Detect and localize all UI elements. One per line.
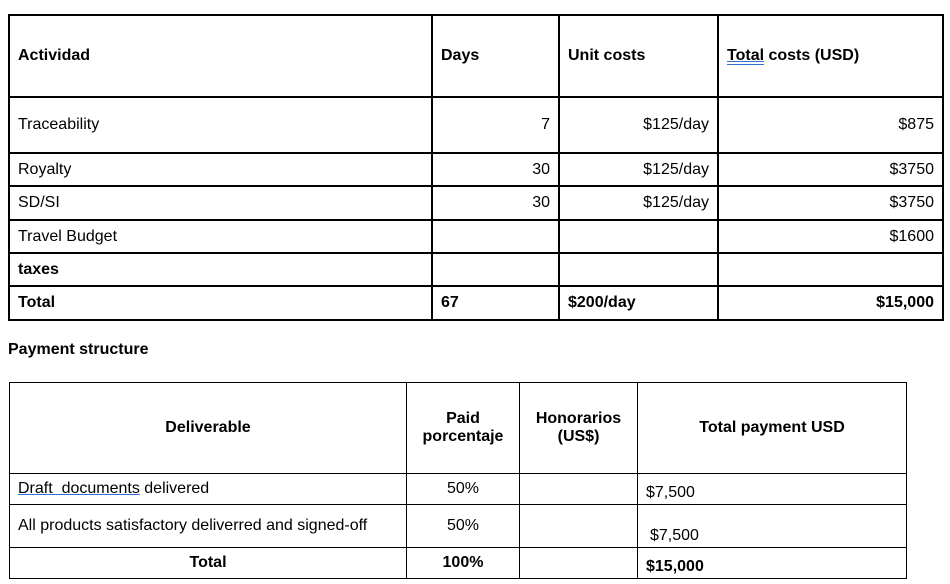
table-row: taxes: [8, 252, 944, 287]
header-unit-costs: Unit costs: [558, 14, 719, 98]
header-actividad: Actividad: [8, 14, 433, 98]
activity-cell: Royalty: [8, 152, 433, 187]
total-cost: $15,000: [717, 285, 944, 321]
activity-cell: Traceability: [8, 96, 433, 154]
total-fees: [519, 547, 638, 579]
paid-cell: 50%: [406, 504, 520, 548]
total-cell: $3750: [717, 152, 944, 187]
deliverable-cell: Draft documents delivered: [9, 473, 407, 505]
total-cell: $875: [717, 96, 944, 154]
days-cell: 30: [431, 152, 560, 187]
table-header-row: Actividad Days Unit costs Total costs (U…: [8, 14, 944, 98]
days-cell: [431, 252, 560, 287]
spellcheck-word[interactable]: Total: [727, 47, 765, 64]
payment-structure-heading: Payment structure: [8, 341, 149, 358]
total-label: Total: [9, 547, 407, 579]
total-payment-cell: $7,500: [637, 504, 907, 548]
total-days: 67: [431, 285, 560, 321]
spellcheck-word[interactable]: Draft documents: [18, 480, 140, 497]
table-row: All products satisfactory deliverred and…: [9, 504, 907, 548]
activity-cell: taxes: [8, 252, 433, 287]
unit-cost-cell: $125/day: [558, 185, 719, 221]
days-cell: 30: [431, 185, 560, 221]
table-header-row: Deliverable Paid porcentaje Honorarios (…: [9, 382, 907, 474]
header-total-costs: Total costs (USD): [717, 14, 944, 98]
total-cell: $3750: [717, 185, 944, 221]
deliverable-cell: All products satisfactory deliverred and…: [9, 504, 407, 548]
activity-cell: SD/SI: [8, 185, 433, 221]
total-row: Total 67 $200/day $15,000: [8, 285, 944, 321]
table-row: Draft documents delivered 50% $7,500: [9, 473, 907, 505]
header-deliverable: Deliverable: [9, 382, 407, 474]
header-days: Days: [431, 14, 560, 98]
fees-cell: [519, 504, 638, 548]
total-row: Total 100% $15,000: [9, 547, 907, 579]
total-unit-cost: $200/day: [558, 285, 719, 321]
header-total-payment: Total payment USD: [637, 382, 907, 474]
total-label: Total: [8, 285, 433, 321]
table-row: Royalty 30 $125/day $3750: [8, 152, 944, 187]
unit-cost-cell: $125/day: [558, 96, 719, 154]
cost-table: Actividad Days Unit costs Total costs (U…: [8, 14, 944, 321]
unit-cost-cell: [558, 252, 719, 287]
payment-table: Deliverable Paid porcentaje Honorarios (…: [9, 382, 907, 579]
table-row: Traceability 7 $125/day $875: [8, 96, 944, 154]
total-paid: 100%: [406, 547, 520, 579]
unit-cost-cell: $125/day: [558, 152, 719, 187]
days-cell: 7: [431, 96, 560, 154]
table-row: SD/SI 30 $125/day $3750: [8, 185, 944, 221]
header-paid-percentage: Paid porcentaje: [406, 382, 520, 474]
paid-cell: 50%: [406, 473, 520, 505]
total-cell: $1600: [717, 219, 944, 254]
total-payment-cell: $7,500: [637, 473, 907, 505]
activity-cell: Travel Budget: [8, 219, 433, 254]
days-cell: [431, 219, 560, 254]
fees-cell: [519, 473, 638, 505]
header-honorarios: Honorarios (US$): [519, 382, 638, 474]
total-cell: [717, 252, 944, 287]
unit-cost-cell: [558, 219, 719, 254]
total-payment: $15,000: [637, 547, 907, 579]
table-row: Travel Budget $1600: [8, 219, 944, 254]
